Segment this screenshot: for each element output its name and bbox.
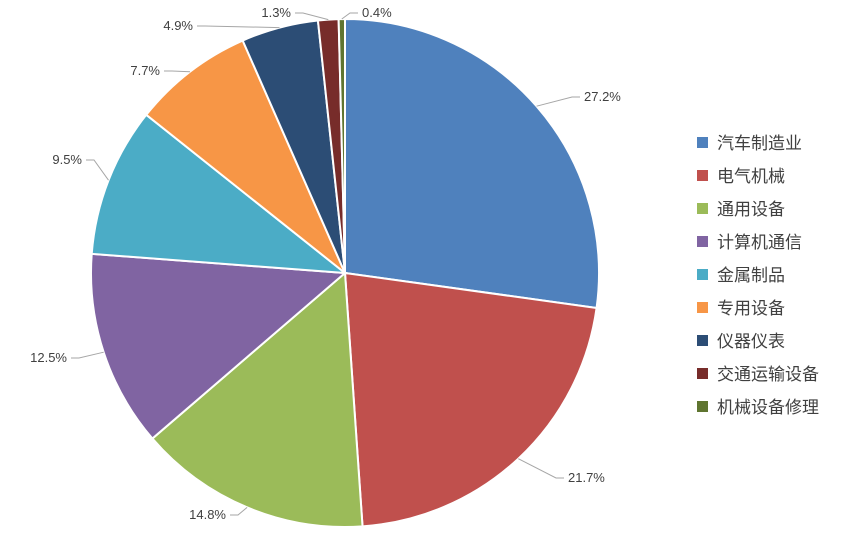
data-label-6: 7.7%	[130, 63, 160, 78]
legend-swatch-5	[697, 269, 708, 280]
legend-swatch-2	[697, 170, 708, 181]
leader-line-1	[536, 96, 580, 107]
legend-label-7: 仪器仪表	[717, 332, 785, 352]
pie-slice-5	[90, 113, 349, 275]
legend-swatch-3	[697, 203, 708, 214]
legend-label-6: 专用设备	[717, 299, 785, 319]
leader-line-2	[518, 458, 564, 479]
legend-label-3: 通用设备	[717, 200, 785, 220]
data-label-1: 27.2%	[584, 89, 621, 104]
legend-swatch-6	[697, 302, 708, 313]
legend-swatch-8	[697, 368, 708, 379]
legend-label-9: 机械设备修理	[717, 398, 819, 418]
leader-line-8	[295, 12, 329, 21]
legend-swatch-7	[697, 335, 708, 346]
leader-line-4	[71, 351, 104, 359]
pie-slices	[90, 17, 600, 528]
pie-slice-2	[343, 271, 598, 528]
legend-label-2: 电气机械	[717, 167, 785, 187]
leader-line-6	[164, 70, 191, 73]
data-label-4: 12.5%	[30, 350, 67, 365]
legend-swatch-4	[697, 236, 708, 247]
legend-label-4: 计算机通信	[717, 233, 802, 253]
data-label-5: 9.5%	[52, 152, 82, 167]
legend-label-5: 金属制品	[717, 266, 785, 286]
data-label-7: 4.9%	[163, 18, 193, 33]
percentage-labels: 27.2% 21.7% 14.8% 12.5% 9.5% 7.7% 4.9% 1.3% 0.4%	[30, 5, 621, 522]
data-label-9: 0.4%	[362, 5, 392, 20]
legend-swatch-1	[697, 137, 708, 148]
legend: 汽车制造业电气机械通用设备计算机通信金属制品专用设备仪器仪表交通运输设备机械设备…	[697, 134, 819, 418]
leader-lines	[71, 12, 580, 516]
pie-slice-9	[337, 17, 346, 274]
data-label-8: 1.3%	[261, 5, 291, 20]
leader-line-9	[341, 12, 358, 20]
leader-line-5	[86, 159, 109, 181]
leader-line-3	[230, 507, 248, 516]
legend-swatch-9	[697, 401, 708, 412]
legend-label-8: 交通运输设备	[717, 365, 819, 385]
pie-slice-1	[344, 17, 600, 310]
data-label-3: 14.8%	[189, 507, 226, 522]
data-label-2: 21.7%	[568, 470, 605, 485]
leader-line-7	[197, 25, 280, 29]
legend-label-1: 汽车制造业	[717, 134, 802, 154]
